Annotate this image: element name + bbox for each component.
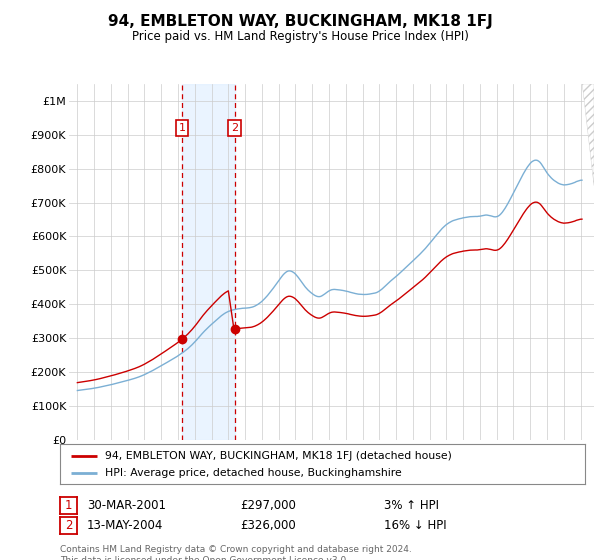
Text: £297,000: £297,000: [240, 498, 296, 512]
Bar: [182, 84, 235, 440]
Text: Contains HM Land Registry data © Crown copyright and database right 2024.
This d: Contains HM Land Registry data © Crown c…: [60, 545, 412, 560]
Text: 94, EMBLETON WAY, BUCKINGHAM, MK18 1FJ: 94, EMBLETON WAY, BUCKINGHAM, MK18 1FJ: [107, 14, 493, 29]
Text: HPI: Average price, detached house, Buckinghamshire: HPI: Average price, detached house, Buck…: [104, 468, 401, 478]
Text: 1: 1: [179, 123, 186, 133]
Text: 1: 1: [65, 499, 72, 512]
Polygon shape: [582, 84, 594, 185]
Text: 3% ↑ HPI: 3% ↑ HPI: [384, 498, 439, 512]
Text: 16% ↓ HPI: 16% ↓ HPI: [384, 519, 446, 532]
Text: 13-MAY-2004: 13-MAY-2004: [87, 519, 163, 532]
Text: £326,000: £326,000: [240, 519, 296, 532]
Text: 30-MAR-2001: 30-MAR-2001: [87, 498, 166, 512]
Text: 2: 2: [65, 519, 72, 533]
Text: 2: 2: [231, 123, 238, 133]
Text: 94, EMBLETON WAY, BUCKINGHAM, MK18 1FJ (detached house): 94, EMBLETON WAY, BUCKINGHAM, MK18 1FJ (…: [104, 451, 452, 461]
Text: Price paid vs. HM Land Registry's House Price Index (HPI): Price paid vs. HM Land Registry's House …: [131, 30, 469, 43]
